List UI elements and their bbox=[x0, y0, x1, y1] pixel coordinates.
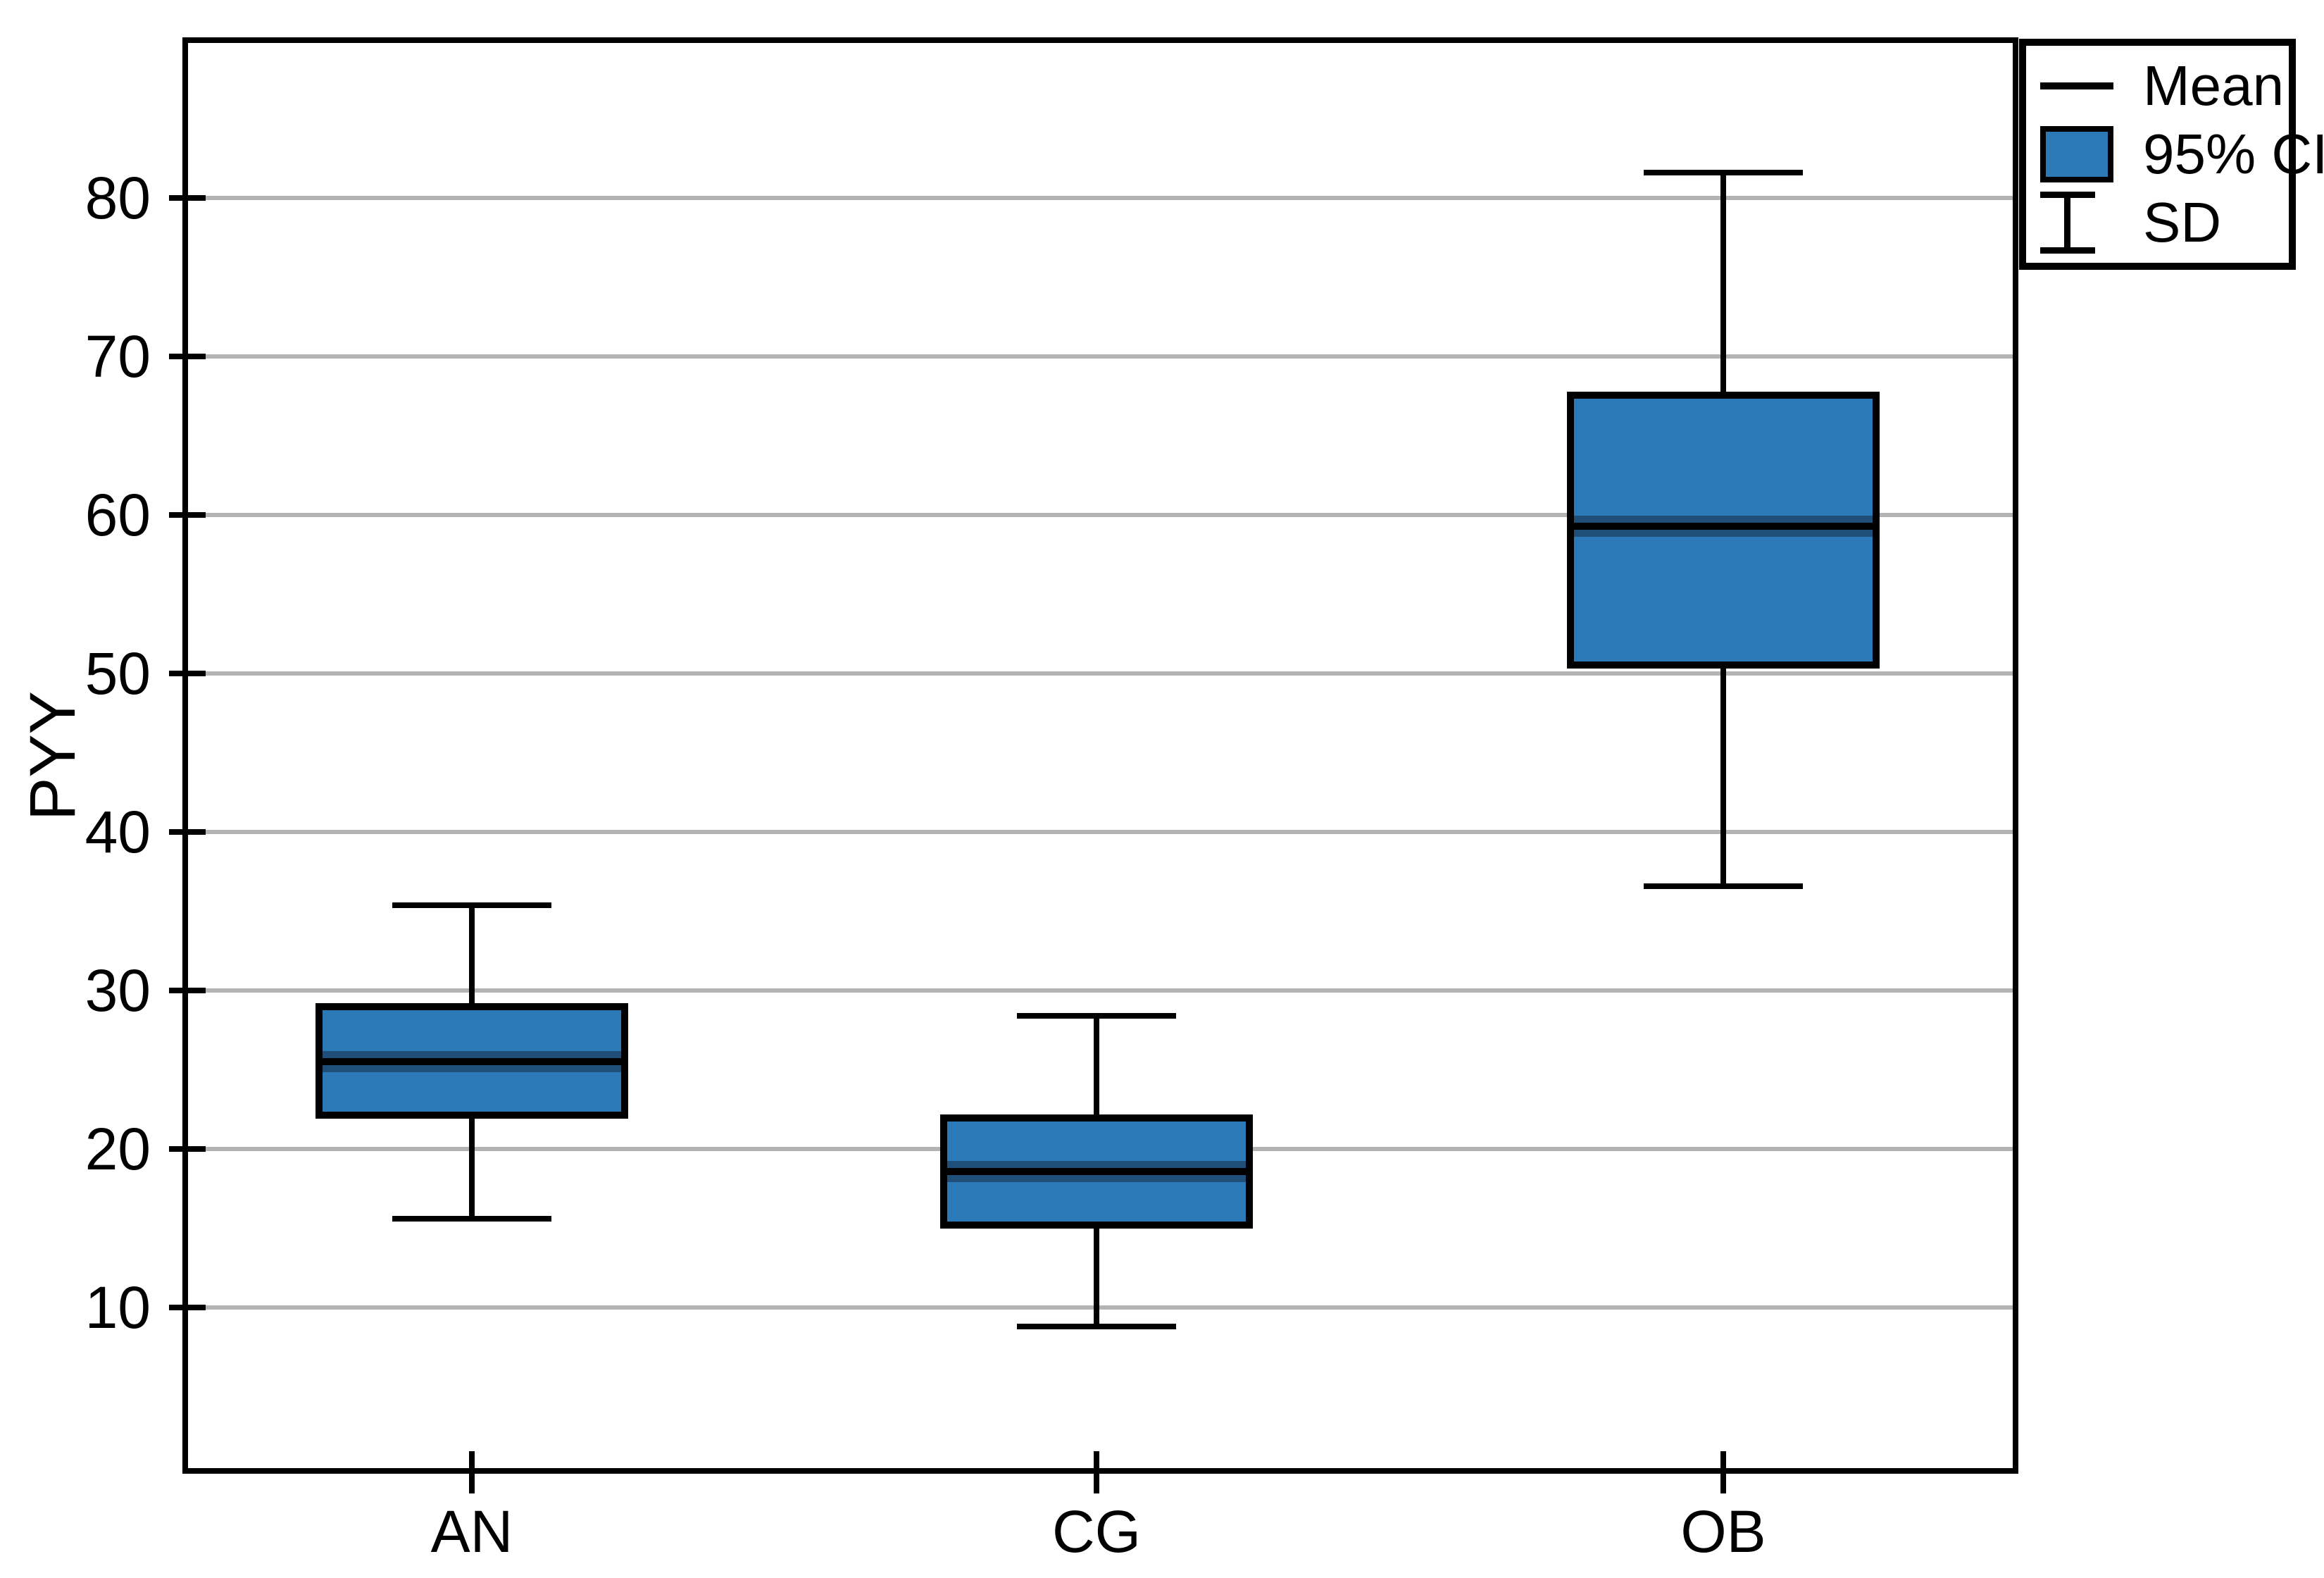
y-tick-label-30: 30 bbox=[85, 957, 151, 1024]
x-tick-label-OB: OB bbox=[1680, 1498, 1766, 1565]
whisker-cap-top-CG bbox=[1017, 1013, 1176, 1019]
x-tick-label-AN: AN bbox=[430, 1498, 513, 1565]
y-tick-label-40: 40 bbox=[85, 799, 151, 865]
y-tick-70 bbox=[169, 354, 206, 359]
whisker-cap-top-OB bbox=[1644, 170, 1803, 175]
gridline-30 bbox=[188, 988, 2013, 993]
bevel-above-mean-AN bbox=[323, 1051, 621, 1059]
y-tick-label-20: 20 bbox=[85, 1116, 151, 1182]
y-tick-80 bbox=[169, 195, 206, 201]
ci-box-AN bbox=[316, 1003, 628, 1119]
gridline-80 bbox=[188, 196, 2013, 200]
whisker-cap-bottom-CG bbox=[1017, 1324, 1176, 1329]
legend-row-ci: 95% CI bbox=[2040, 120, 2324, 188]
y-tick-30 bbox=[169, 988, 206, 993]
y-tick-label-70: 70 bbox=[85, 323, 151, 390]
legend-row-mean: Mean bbox=[2040, 51, 2284, 120]
legend-row-sd: SD bbox=[2040, 189, 2279, 257]
legend-label-ci: 95% CI bbox=[2143, 122, 2324, 185]
whisker-cap-bottom-AN bbox=[392, 1216, 551, 1222]
x-tick-CG bbox=[1094, 1451, 1099, 1493]
gridline-60 bbox=[188, 513, 2013, 517]
y-tick-10 bbox=[169, 1305, 206, 1310]
gridline-40 bbox=[188, 830, 2013, 834]
whisker-cap-bottom-OB bbox=[1644, 883, 1803, 889]
x-tick-AN bbox=[469, 1451, 475, 1493]
x-tick-OB bbox=[1720, 1451, 1726, 1493]
y-tick-40 bbox=[169, 829, 206, 835]
y-tick-50 bbox=[169, 671, 206, 676]
legend-label-mean: Mean bbox=[2143, 54, 2285, 117]
y-tick-60 bbox=[169, 512, 206, 518]
y-tick-label-80: 80 bbox=[85, 165, 151, 231]
bevel-below-mean-CG bbox=[947, 1174, 1246, 1182]
ci-box-icon bbox=[2040, 125, 2113, 182]
gridline-50 bbox=[188, 671, 2013, 676]
bevel-below-mean-OB bbox=[1574, 529, 1873, 537]
legend: Mean 95% CI SD bbox=[2019, 39, 2324, 270]
y-tick-label-60: 60 bbox=[85, 482, 151, 548]
gridline-10 bbox=[188, 1305, 2013, 1310]
y-tick-20 bbox=[169, 1146, 206, 1152]
mean-line-AN bbox=[323, 1058, 621, 1066]
mean-line-OB bbox=[1574, 522, 1873, 530]
bevel-above-mean-OB bbox=[1574, 515, 1873, 523]
mean-line-icon bbox=[2040, 82, 2113, 89]
ci-box-OB bbox=[1567, 391, 1880, 669]
x-tick-label-CG: CG bbox=[1052, 1498, 1141, 1565]
legend-label-sd: SD bbox=[2143, 191, 2222, 254]
sd-errorbar-icon bbox=[2040, 192, 2095, 254]
gridline-70 bbox=[188, 354, 2013, 359]
mean-line-CG bbox=[947, 1167, 1246, 1175]
y-tick-label-10: 10 bbox=[85, 1274, 151, 1341]
bevel-above-mean-CG bbox=[947, 1160, 1246, 1168]
bevel-below-mean-AN bbox=[323, 1065, 621, 1073]
y-tick-label-50: 50 bbox=[85, 640, 151, 707]
plot-area-border bbox=[182, 37, 2018, 1474]
ci-box-CG bbox=[940, 1114, 1253, 1229]
whisker-cap-top-AN bbox=[392, 902, 551, 908]
